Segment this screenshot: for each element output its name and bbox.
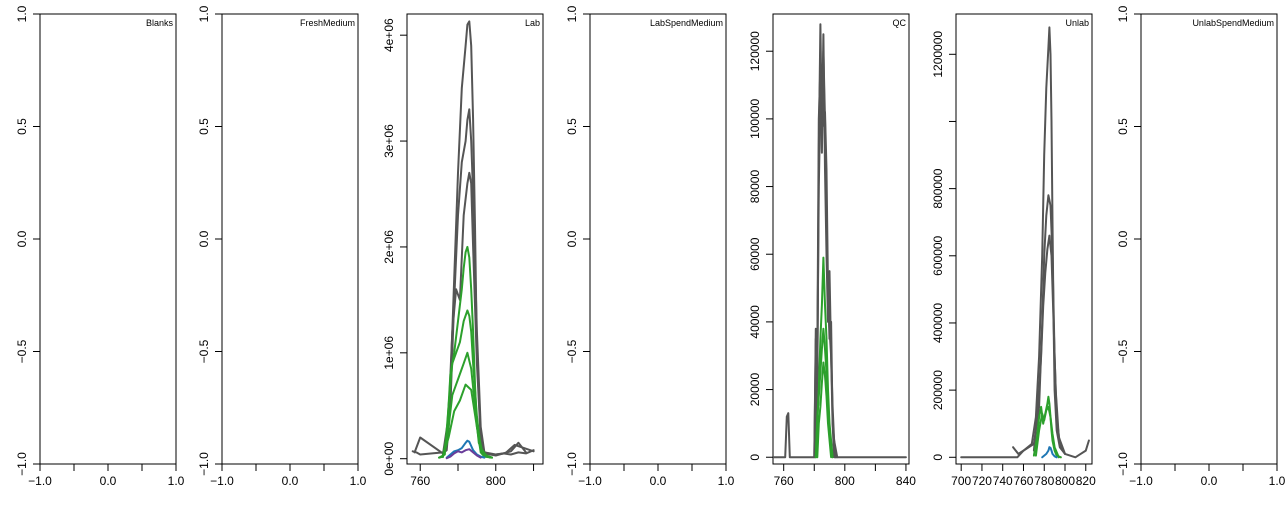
y-tick-label: 3e+06 — [382, 124, 396, 158]
y-tick-label: −0.5 — [1116, 339, 1130, 363]
panel-3: LabSpendMedium −1.0 0.0 1.0 −1.0 −0.5 0.0 0.5 1.… — [565, 5, 735, 488]
y-tick-label: −1.0 — [15, 452, 29, 476]
panel-0: Blanks −1.0 0.0 1.0 −1.0 −0.5 0.0 0.5 1.0 — [15, 5, 185, 488]
y-tick-label: −0.5 — [15, 339, 29, 363]
plot-frame — [406, 13, 544, 465]
x-tick-label: −1.0 — [578, 474, 602, 488]
plot-frame — [589, 13, 727, 465]
x-tick-label: 1.0 — [1269, 474, 1285, 488]
x-tick-label: −1.0 — [1129, 474, 1153, 488]
panel-title: QC — [893, 18, 907, 28]
plot-frame — [1140, 13, 1278, 465]
y-tick-label: 0e+00 — [382, 442, 396, 476]
x-tick-label: 840 — [896, 474, 916, 488]
series-line-5 — [816, 361, 833, 459]
plot-frame — [39, 13, 177, 465]
series-line-2 — [814, 84, 837, 459]
y-tick-label: 1.0 — [15, 5, 29, 22]
x-tick-label: 820 — [1076, 474, 1096, 488]
plot-frame — [221, 13, 359, 465]
x-tick-label: −1.0 — [210, 474, 234, 488]
x-tick-label: 740 — [993, 474, 1013, 488]
x-tick-label: 1.0 — [718, 474, 735, 488]
y-tick-label: 1.0 — [197, 5, 211, 22]
y-tick-label: 0 — [931, 454, 945, 461]
panel-6: UnlabSpendMedium −1.0 0.0 1.0 −1.0 −0.5 0.0 0.5… — [1116, 5, 1285, 488]
panel-5: Unlab 700 720 740 760 780 800 820 0 200000 400000 6… — [931, 13, 1096, 488]
y-tick-label: 1.0 — [565, 5, 579, 22]
series-group — [773, 23, 907, 459]
x-tick-label: 760 — [1013, 474, 1033, 488]
x-tick-label: 800 — [835, 474, 855, 488]
x-tick-label: 800 — [486, 474, 506, 488]
y-tick-label: −1.0 — [197, 452, 211, 476]
panel-title: Unlab — [1065, 18, 1089, 28]
x-tick-label: 760 — [410, 474, 430, 488]
x-tick-label: 0.0 — [650, 474, 667, 488]
panel-title: Lab — [525, 18, 540, 28]
y-tick-label: 0.5 — [565, 118, 579, 135]
y-tick-label: 0.5 — [197, 118, 211, 135]
plot-frame — [772, 13, 910, 465]
x-tick-label: −1.0 — [28, 474, 52, 488]
y-tick-label: 100000 — [748, 99, 762, 139]
y-tick-label: 600000 — [931, 235, 945, 275]
y-tick-label: 4e+06 — [382, 18, 396, 52]
y-tick-label: 0.0 — [197, 230, 211, 247]
x-tick-label: 700 — [951, 474, 971, 488]
y-tick-label: −1.0 — [1116, 452, 1130, 476]
y-tick-label: 1200000 — [931, 31, 945, 78]
y-tick-label: 0.5 — [15, 118, 29, 135]
y-tick-label: 20000 — [748, 373, 762, 407]
panel-2: Lab 760 800 0e+00 1e+06 2e+06 3e+06 4e+06 — [382, 13, 544, 488]
x-tick-label: 0.0 — [282, 474, 299, 488]
x-tick-label: 760 — [774, 474, 794, 488]
y-tick-label: −0.5 — [565, 339, 579, 363]
y-tick-label: 2e+06 — [382, 230, 396, 264]
y-tick-label: 120000 — [748, 31, 762, 71]
x-tick-label: 1.0 — [168, 474, 185, 488]
panel-title: FreshMedium — [300, 18, 355, 28]
x-tick-label: 720 — [972, 474, 992, 488]
panel-title: UnlabSpendMedium — [1192, 18, 1274, 28]
series-line-0 — [773, 23, 907, 459]
y-tick-label: 80000 — [748, 170, 762, 204]
y-tick-label: 40000 — [748, 305, 762, 339]
y-tick-label: 0.0 — [565, 230, 579, 247]
y-tick-label: 200000 — [931, 370, 945, 410]
panel-title: LabSpendMedium — [650, 18, 723, 28]
y-tick-label: 0.0 — [15, 230, 29, 247]
panel-1: FreshMedium −1.0 0.0 1.0 −1.0 −0.5 0.0 0.5 1.0 — [197, 5, 367, 488]
x-tick-label: 0.0 — [100, 474, 117, 488]
series-line-0 — [960, 26, 1090, 459]
series-line-6 — [441, 383, 492, 459]
y-tick-label: −0.5 — [197, 339, 211, 363]
y-tick-label: −1.0 — [565, 452, 579, 476]
series-group — [411, 20, 535, 460]
panel-title: Blanks — [146, 18, 174, 28]
series-line-2 — [441, 171, 527, 457]
y-tick-label: 0.0 — [1116, 230, 1130, 247]
y-tick-label: 1.0 — [1116, 5, 1130, 22]
y-tick-label: 400000 — [931, 303, 945, 343]
series-line-8 — [445, 448, 482, 460]
x-tick-label: 800 — [1055, 474, 1075, 488]
y-tick-label: 800000 — [931, 168, 945, 208]
x-tick-label: 780 — [1034, 474, 1054, 488]
series-group — [960, 26, 1090, 459]
series-line-4 — [1034, 405, 1060, 459]
y-tick-label: 1e+06 — [382, 336, 396, 370]
series-line-5 — [1041, 446, 1058, 459]
x-tick-label: 1.0 — [350, 474, 367, 488]
series-line-5 — [441, 351, 493, 459]
y-tick-label: 0.5 — [1116, 118, 1130, 135]
plot-frame — [955, 13, 1093, 465]
y-tick-label: 60000 — [748, 237, 762, 271]
y-tick-label: 0 — [748, 454, 762, 461]
panel-4: QC 760 800 840 0 20000 40000 60000 80000 100000 12… — [748, 13, 916, 488]
x-tick-label: 0.0 — [1201, 474, 1218, 488]
series-line-2 — [1032, 234, 1066, 455]
